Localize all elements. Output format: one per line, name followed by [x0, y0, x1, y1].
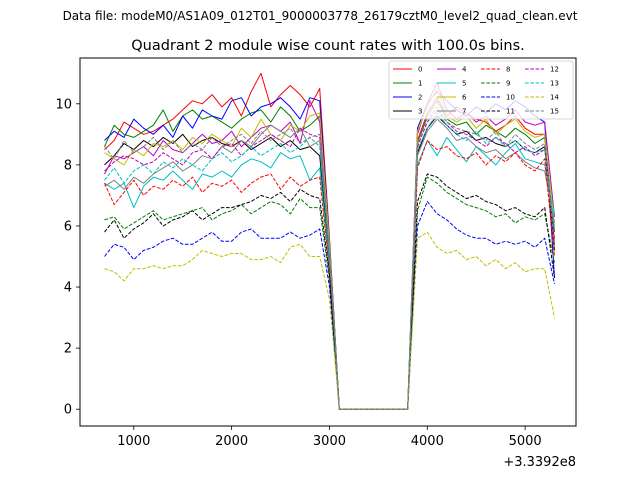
series-line-11: [104, 173, 555, 410]
x-tick-label: 3000: [313, 434, 346, 449]
x-axis: 1000 2000 3000 4000 5000: [117, 426, 542, 449]
legend-label: 4: [462, 66, 467, 74]
legend-label: 15: [550, 108, 559, 116]
x-tick-label: 5000: [509, 434, 542, 449]
legend-label: 2: [418, 94, 422, 102]
series-line-10: [104, 201, 555, 410]
y-tick-label: 2: [64, 342, 72, 357]
suptitle: Data file: modeM0/AS1A09_012T01_90000037…: [63, 9, 578, 23]
y-tick-label: 6: [64, 219, 72, 234]
series-line-15: [104, 106, 555, 410]
legend-label: 13: [550, 80, 559, 88]
legend-label: 8: [506, 66, 510, 74]
legend-label: 0: [418, 66, 422, 74]
legend-label: 6: [462, 94, 467, 102]
y-axis: 0 2 4 6 8 10: [55, 97, 80, 418]
plot-area: [79, 57, 577, 427]
legend-label: 9: [506, 80, 510, 88]
legend-label: 10: [506, 94, 515, 102]
y-tick-label: 8: [64, 158, 72, 173]
series-line-14: [104, 231, 555, 410]
x-tick-label: 4000: [411, 434, 444, 449]
y-tick-label: 4: [64, 281, 72, 296]
legend-label: 5: [462, 80, 466, 88]
series-line-13: [104, 112, 555, 410]
legend-label: 12: [550, 66, 559, 74]
x-tick-label: 2000: [215, 434, 248, 449]
chart-title: Quadrant 2 module wise count rates with …: [131, 38, 525, 54]
x-tick-label: 1000: [117, 434, 150, 449]
legend-label: 1: [418, 80, 422, 88]
legend-label: 7: [462, 108, 466, 116]
legend-box: [388, 60, 574, 120]
legend-label: 14: [550, 94, 559, 102]
plot-frame: [79, 57, 577, 427]
y-tick-label: 0: [64, 403, 72, 418]
x-offset-label: +3.3392e8: [503, 455, 576, 470]
legend-label: 3: [418, 108, 422, 116]
series-lines: [104, 72, 555, 410]
y-tick-label: 10: [55, 97, 72, 112]
legend-label: 11: [506, 108, 515, 116]
series-line-6: [104, 88, 555, 410]
series-line-8: [104, 140, 555, 410]
